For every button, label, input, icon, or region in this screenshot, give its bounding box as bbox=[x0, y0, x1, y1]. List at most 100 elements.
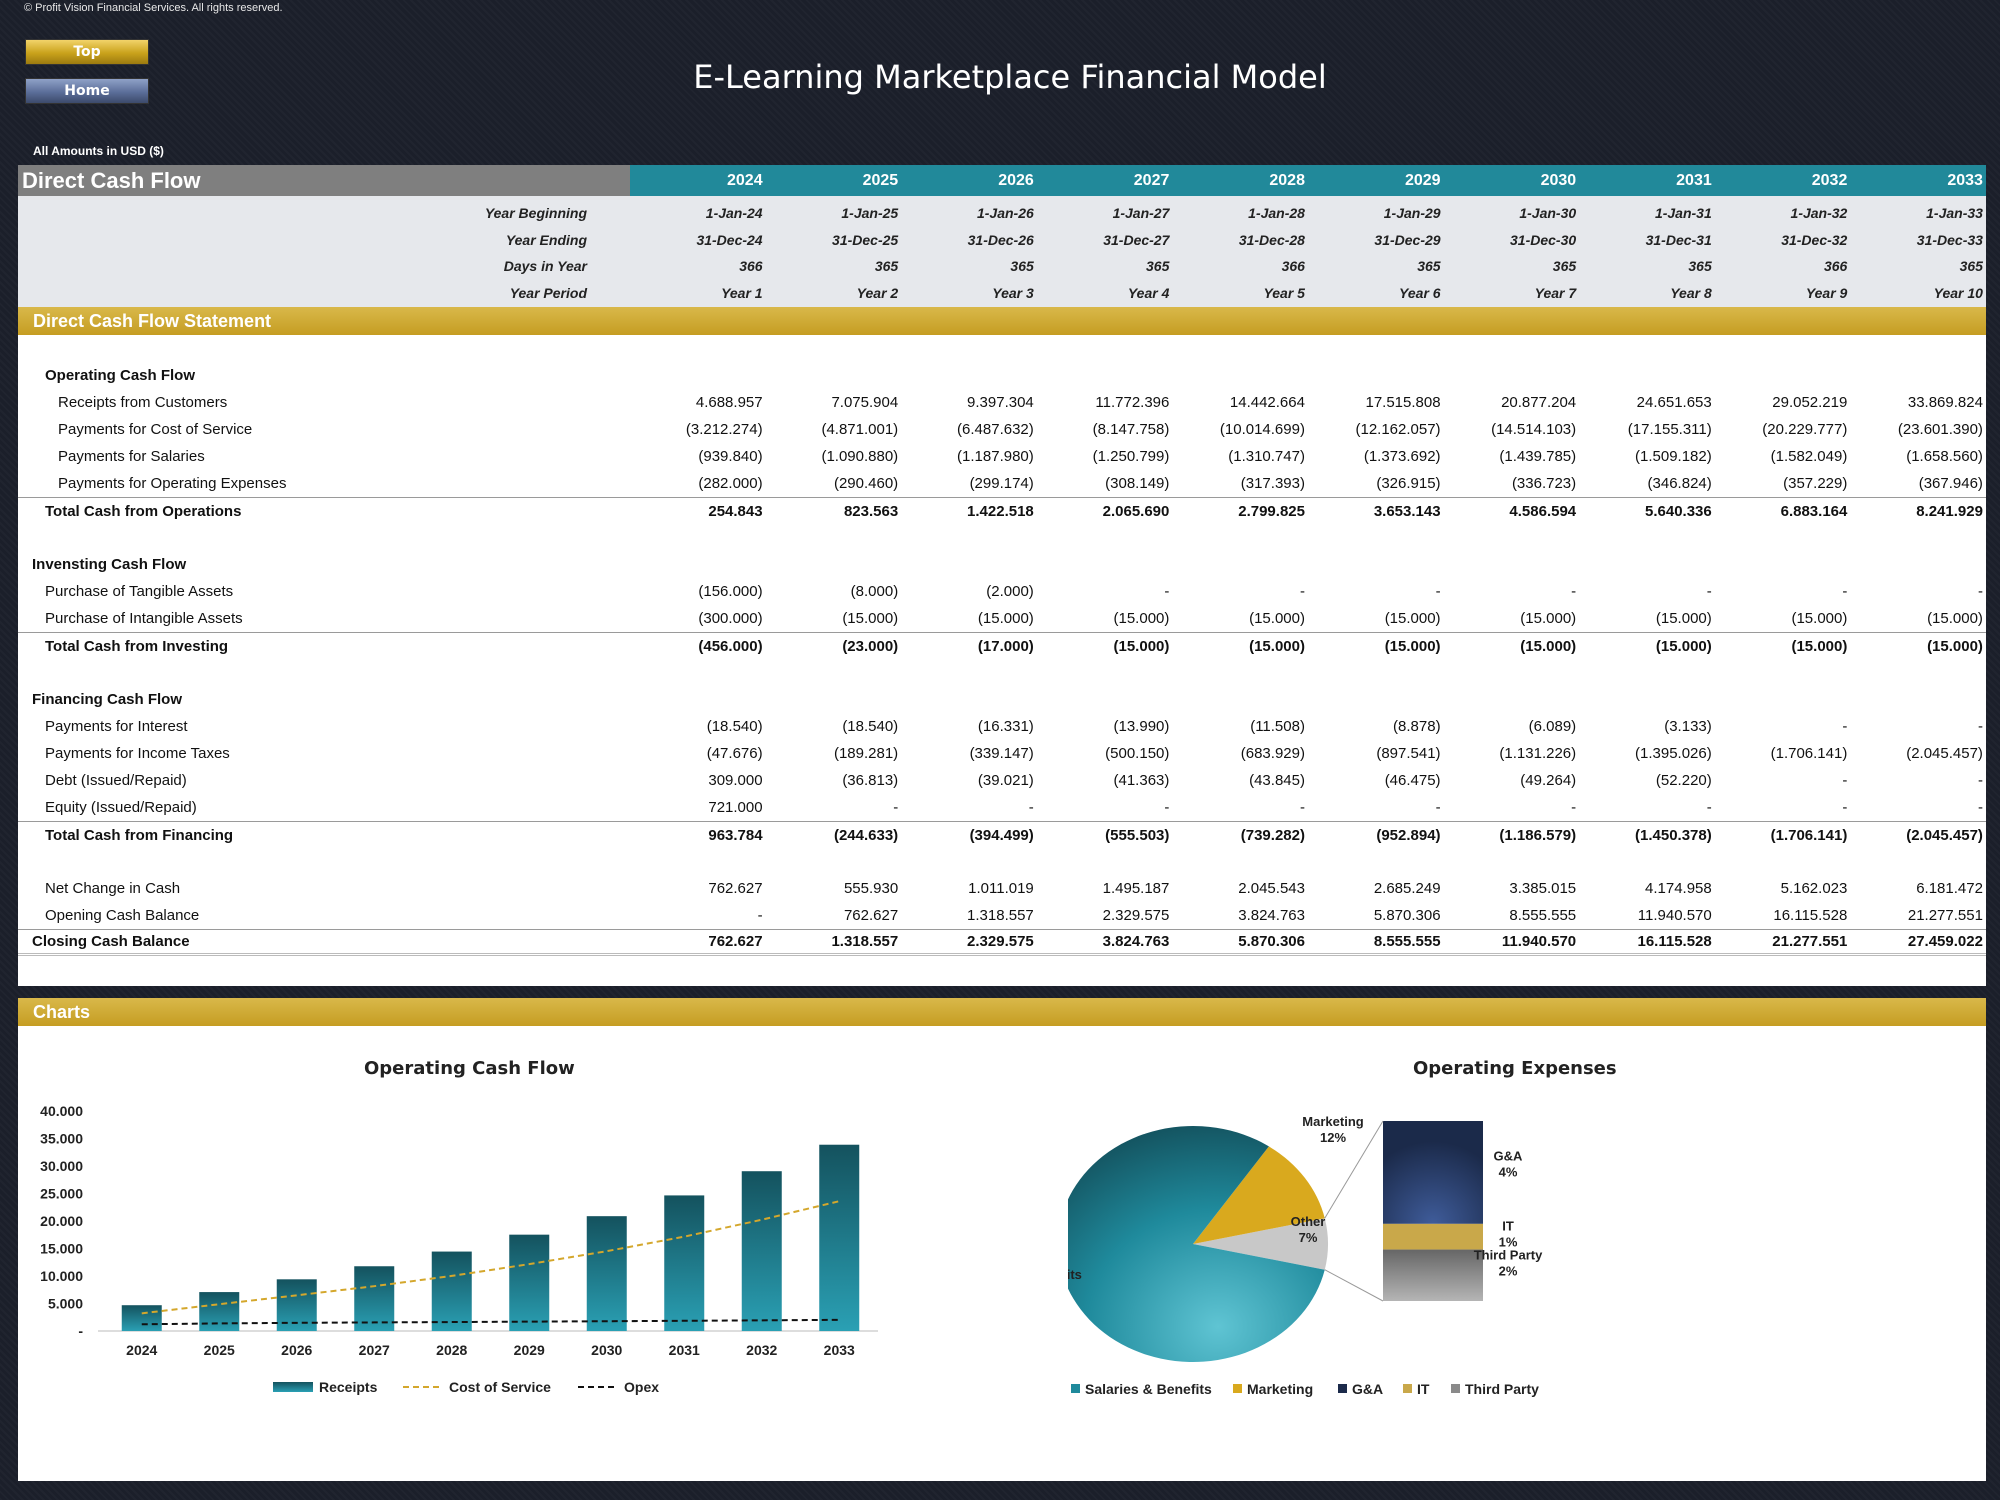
period-value: 31-Dec-29 bbox=[1374, 231, 1441, 248]
breakdown-label: Third Party bbox=[1474, 1247, 1543, 1262]
blank-row bbox=[18, 524, 1986, 551]
cell-value: 6.883.164 bbox=[1780, 502, 1848, 520]
table-row: Purchase of Tangible Assets (156.000) (8.0… bbox=[18, 578, 1986, 605]
cell-value: 2.685.249 bbox=[1373, 880, 1441, 897]
cell-value: (367.946) bbox=[1918, 475, 1983, 492]
table-row: Payments for Income Taxes (47.676) (189.28… bbox=[18, 740, 1986, 767]
cell-value: (41.363) bbox=[1113, 772, 1170, 789]
cell-value: 1.011.019 bbox=[968, 880, 1034, 897]
period-row: Year Ending 31-Dec-24 31-Dec-25 31-Dec-26 31… bbox=[18, 227, 1986, 254]
cell-value: 16.115.528 bbox=[1637, 933, 1712, 950]
row-values: 309.000 (36.813) (39.021) (41.363) (43.845) (… bbox=[630, 772, 1986, 789]
cell-value: (308.149) bbox=[1105, 475, 1170, 492]
row-label: Invensting Cash Flow bbox=[32, 556, 187, 573]
cell-value: (15.000) bbox=[1655, 610, 1712, 627]
cell-value: (1.450.378) bbox=[1635, 826, 1712, 844]
table-row: Opening Cash Balance - 762.627 1.318.557 2.3… bbox=[18, 902, 1986, 929]
legend-swatch bbox=[1233, 1384, 1242, 1393]
row-label: Operating Cash Flow bbox=[45, 367, 196, 384]
cell-value: - bbox=[1977, 772, 1983, 789]
total-row: Closing Cash Balance 762.627 1.318.557 2.32… bbox=[18, 929, 1986, 956]
home-button[interactable]: Home bbox=[25, 78, 149, 104]
cell-value: - bbox=[1299, 799, 1305, 816]
y-tick-label: 20.000 bbox=[40, 1213, 83, 1229]
cell-value: 7.075.904 bbox=[831, 394, 899, 411]
y-tick-label: 30.000 bbox=[40, 1158, 83, 1174]
cell-value: (500.150) bbox=[1105, 745, 1170, 762]
period-value: 31-Dec-33 bbox=[1916, 231, 1983, 248]
year-header: 2032 bbox=[1811, 172, 1848, 189]
year-header: 2033 bbox=[1947, 172, 1983, 189]
cell-value: (394.499) bbox=[969, 826, 1034, 844]
cell-value: (1.250.799) bbox=[1092, 448, 1170, 465]
cell-value: 762.627 bbox=[708, 933, 763, 950]
row-label: Receipts from Customers bbox=[58, 394, 228, 411]
year-header: 2029 bbox=[1404, 172, 1441, 189]
row-values: 762.627 555.930 1.011.019 1.495.187 2.045.54… bbox=[630, 880, 1986, 897]
slice-label: Salaries & Benefits bbox=[1068, 1267, 1082, 1282]
cell-value: (47.676) bbox=[706, 745, 763, 762]
row-values: 762.627 1.318.557 2.329.575 3.824.763 5.870.… bbox=[630, 933, 1986, 950]
cell-value: 11.772.396 bbox=[1095, 394, 1170, 411]
period-value: 1-Jan-28 bbox=[1248, 205, 1305, 222]
period-value: 365 bbox=[1959, 258, 1983, 275]
cell-value: - bbox=[757, 907, 763, 924]
period-value: 31-Dec-31 bbox=[1645, 231, 1712, 248]
legend-label: Salaries & Benefits bbox=[1085, 1381, 1212, 1397]
cell-value: (939.840) bbox=[698, 448, 763, 465]
table-row: Payments for Salaries (939.840) (1.090.880… bbox=[18, 443, 1986, 470]
period-value: Year 10 bbox=[1933, 284, 1983, 301]
cell-value: 555.930 bbox=[843, 880, 899, 897]
period-value: 365 bbox=[874, 258, 899, 275]
period-value: 1-Jan-33 bbox=[1926, 205, 1983, 222]
cell-value: (456.000) bbox=[698, 637, 763, 655]
cell-value: (52.220) bbox=[1655, 772, 1712, 789]
period-value: 31-Dec-26 bbox=[967, 231, 1034, 248]
row-values: 254.843 823.563 1.422.518 2.065.690 2.799.82… bbox=[630, 503, 1986, 520]
table-row: Net Change in Cash 762.627 555.930 1.011.01… bbox=[18, 875, 1986, 902]
cell-value: 254.843 bbox=[708, 502, 763, 520]
cell-value: 29.052.219 bbox=[1772, 394, 1848, 411]
period-value: 365 bbox=[1688, 258, 1712, 275]
cell-value: - bbox=[1977, 718, 1983, 735]
cell-value: (3.133) bbox=[1664, 718, 1712, 735]
x-tick-label: 2028 bbox=[436, 1342, 467, 1358]
legend-swatch bbox=[1403, 1384, 1412, 1393]
row-values: (156.000) (8.000) (2.000) - - - - - - - bbox=[630, 583, 1986, 600]
sheet-title: Direct Cash Flow bbox=[18, 165, 630, 196]
cell-value: (15.000) bbox=[1113, 637, 1170, 655]
row-label: Opening Cash Balance bbox=[45, 907, 200, 924]
x-tick-label: 2027 bbox=[359, 1342, 390, 1358]
row-values: (282.000) (290.460) (299.174) (308.149) (317… bbox=[630, 475, 1986, 492]
currency-note: All Amounts in USD ($) bbox=[33, 144, 164, 158]
period-value: Year 8 bbox=[1670, 284, 1712, 301]
cell-value: (282.000) bbox=[698, 475, 763, 492]
period-value: 31-Dec-30 bbox=[1510, 231, 1577, 248]
cell-value: (49.264) bbox=[1520, 772, 1577, 789]
cell-value: - bbox=[1977, 799, 1983, 816]
row-values: - 762.627 1.318.557 2.329.575 3.824.763 5.870… bbox=[630, 907, 1986, 924]
period-values: 31-Dec-24 31-Dec-25 31-Dec-26 31-Dec-27 31-D… bbox=[630, 232, 1986, 248]
row-values: 4.688.957 7.075.904 9.397.304 11.772.396 14.… bbox=[630, 394, 1986, 411]
period-value: 1-Jan-31 bbox=[1654, 205, 1712, 222]
y-tick-label: 35.000 bbox=[40, 1131, 83, 1147]
cell-value: 1.495.187 bbox=[1102, 880, 1170, 897]
statement-table: Operating Cash Flow Receipts from Custome… bbox=[18, 335, 1986, 956]
period-value: 31-Dec-25 bbox=[832, 231, 899, 248]
year-header: 2024 bbox=[727, 172, 763, 189]
period-values: 1-Jan-24 1-Jan-25 1-Jan-26 1-Jan-27 1-Jan-28… bbox=[630, 205, 1986, 221]
cell-value: (2.000) bbox=[986, 583, 1034, 600]
spacer bbox=[18, 986, 1986, 998]
legend-swatch-0 bbox=[273, 1382, 313, 1392]
cell-value: (1.090.880) bbox=[821, 448, 899, 465]
top-button[interactable]: Top bbox=[25, 39, 149, 65]
cell-value: 21.277.551 bbox=[1907, 907, 1983, 924]
legend-label: Cost of Service bbox=[449, 1379, 551, 1395]
row-values: (300.000) (15.000) (15.000) (15.000) (15.000… bbox=[630, 610, 1986, 627]
blank-row bbox=[18, 848, 1986, 875]
cell-value: - bbox=[893, 799, 899, 816]
cell-value: (8.000) bbox=[850, 583, 899, 600]
breakdown-segment-it bbox=[1383, 1223, 1483, 1250]
cell-value: 4.586.594 bbox=[1509, 502, 1577, 520]
legend-label: IT bbox=[1417, 1381, 1430, 1397]
